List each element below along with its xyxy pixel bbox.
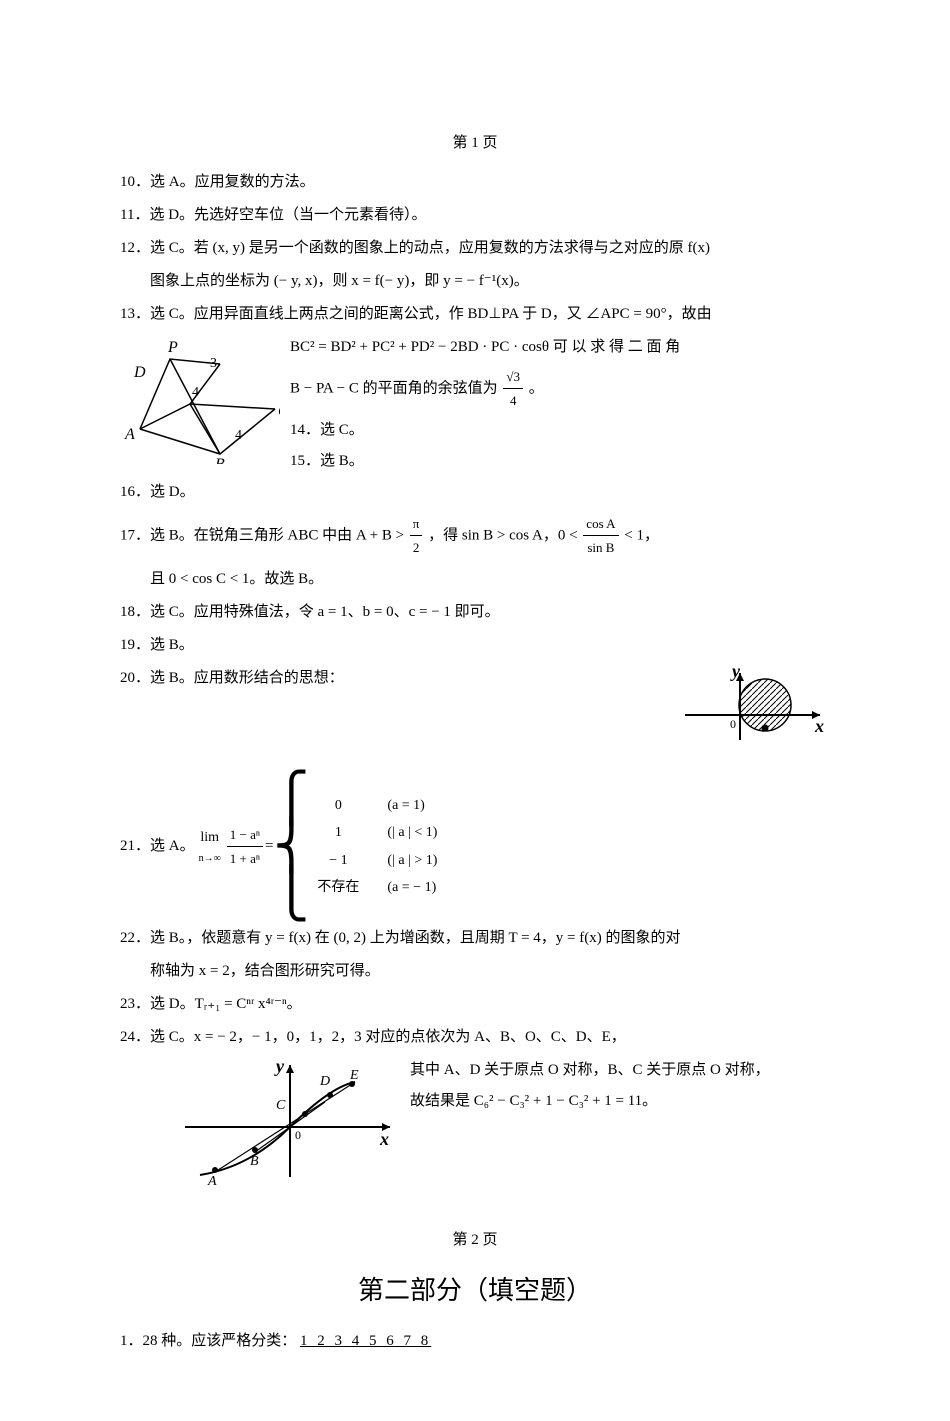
- svg-text:C: C: [278, 403, 280, 420]
- item-18: 18．选 C。应用特殊值法，令 a = 1、b = 0、c = − 1 即可。: [120, 599, 830, 626]
- item-10: 10．选 A。应用复数的方法。: [120, 169, 830, 196]
- item-13-text-b: BC² = BD² + PC² + PD² − 2BD · PC · cosθ …: [290, 334, 830, 361]
- item-22: 22．选 B。，依题意有 y = f(x) 在 (0, 2) 上为增函数，且周期…: [120, 925, 830, 952]
- case-cond: (| a | < 1): [387, 820, 467, 845]
- part2-item-1-seq: 1 2 3 4 5 6 7 8: [300, 1333, 431, 1349]
- svg-text:B: B: [250, 1154, 259, 1169]
- item-12-text-a: 12．选 C。若 (x, y) 是另一个函数的图象上的动点，应用复数的方法求得与…: [120, 240, 710, 256]
- svg-text:0: 0: [730, 717, 736, 731]
- item-23: 23．选 D。Tᵣ₊₁ = Cⁿʳ x⁴ʳ⁻ⁿ。: [120, 991, 830, 1018]
- page-marker-2: 第 2 页: [120, 1227, 830, 1254]
- cases-column: 0 (a = 1) 1 (| a | < 1) − 1 (| a | > 1) 不存在…: [313, 792, 467, 901]
- item-12: 12．选 C。若 (x, y) 是另一个函数的图象上的动点，应用复数的方法求得与…: [120, 235, 830, 262]
- frac-den: sin B: [583, 536, 618, 559]
- eq-sign: =: [265, 833, 273, 860]
- part2-item-1: 1．28 种。应该严格分类： 1 2 3 4 5 6 7 8: [120, 1328, 830, 1355]
- item-22-cont: 称轴为 x = 2，结合图形研究可得。: [120, 958, 830, 985]
- case-val: 不存在: [313, 875, 363, 900]
- item-16: 16．选 D。: [120, 479, 830, 506]
- figure-q13: P D A B C 3 4 4: [120, 334, 280, 474]
- item-24: 24．选 C。x = − 2，− 1，0，1，2，3 对应的点依次为 A、B、O…: [120, 1024, 830, 1051]
- item-11: 11．选 D。先选好空车位（当一个元素看待）。: [120, 202, 830, 229]
- lim-text: lim: [199, 825, 221, 850]
- case-cond: (a = − 1): [387, 875, 467, 900]
- frac-num: 1 − aⁿ: [227, 823, 263, 847]
- lim-sub: n→∞: [199, 850, 221, 868]
- svg-text:x: x: [814, 716, 824, 736]
- frac-num: √3: [503, 365, 523, 389]
- svg-text:C: C: [276, 1098, 286, 1113]
- item-21: 21．选 A。 lim n→∞ 1 − aⁿ 1 + aⁿ = ⎧⎨⎩ 0 (a …: [120, 775, 830, 919]
- svg-text:A: A: [124, 426, 135, 443]
- svg-text:y: y: [274, 1057, 285, 1076]
- case-val: − 1: [313, 848, 363, 873]
- item-17: 17．选 B。在锐角三角形 ABC 中由 A + B > π 2 ，得 sin …: [120, 512, 830, 560]
- frac-num: cos A: [583, 512, 618, 536]
- item-21-prefix: 21．选 A。: [120, 833, 195, 860]
- svg-text:D: D: [133, 364, 146, 381]
- item-14: 14．选 C。: [290, 417, 830, 444]
- left-brace-icon: ⎧⎨⎩: [273, 775, 309, 919]
- item-20: 20．选 B。应用数形结合的思想：: [120, 665, 830, 692]
- item-17-cont: 且 0 < cos C < 1。故选 B。: [120, 566, 830, 593]
- item-17-text-end: < 1，: [624, 527, 659, 543]
- svg-text:x: x: [379, 1129, 389, 1149]
- svg-text:0: 0: [295, 1128, 301, 1142]
- item-20-block: y x 0 20．选 B。应用数形结合的思想：: [120, 665, 830, 765]
- case-val: 0: [313, 793, 363, 818]
- part2-title: 第二部分（填空题）: [120, 1268, 830, 1315]
- frac-den: 2: [410, 536, 423, 559]
- item-13-text-c: B − PA − C 的平面角的余弦值为 √3 4 。: [290, 365, 830, 413]
- part2-item-1-text: 1．28 种。应该严格分类：: [120, 1333, 296, 1349]
- figure-q24: A B C D E 0 y x: [180, 1057, 400, 1197]
- svg-text:4: 4: [192, 385, 199, 400]
- item-13-figure-block: P D A B C 3 4 4 BC² = BD² + PC² + PD² − …: [120, 334, 830, 479]
- svg-text:B: B: [215, 456, 225, 464]
- frac-den: 1 + aⁿ: [227, 847, 263, 870]
- item-15: 15．选 B。: [290, 448, 830, 475]
- svg-text:E: E: [349, 1068, 359, 1083]
- svg-text:P: P: [167, 339, 178, 356]
- svg-text:3: 3: [210, 356, 217, 371]
- frac-den: 4: [503, 389, 523, 412]
- item-13: 13．选 C。应用异面直线上两点之间的距离公式，作 BD⊥PA 于 D，又 ∠A…: [120, 301, 830, 328]
- item-17-text-mid: ，得 sin B > cos A，0 <: [428, 527, 581, 543]
- case-val: 1: [313, 820, 363, 845]
- item-24-text-c: 故结果是 C₆² − C₃² + 1 − C₃² + 1 = 11。: [410, 1088, 830, 1115]
- item-19: 19．选 B。: [120, 632, 830, 659]
- item-17-text-a: 17．选 B。在锐角三角形 ABC 中由 A + B >: [120, 527, 408, 543]
- item-12-cont: 图象上点的坐标为 (− y, x)，则 x = f(− y)，即 y = − f…: [120, 268, 830, 295]
- case-cond: (a = 1): [387, 793, 467, 818]
- item-24-figure-block: A B C D E 0 y x 其中 A、D 关于原点 O 对称，B、C 关于原…: [120, 1057, 830, 1197]
- svg-text:A: A: [207, 1174, 217, 1187]
- case-cond: (| a | > 1): [387, 848, 467, 873]
- frac-num: π: [410, 512, 423, 536]
- svg-text:4: 4: [235, 428, 242, 443]
- svg-text:D: D: [319, 1074, 330, 1089]
- item-24-text-b: 其中 A、D 关于原点 O 对称，B、C 关于原点 O 对称，: [410, 1057, 830, 1084]
- page-marker-1: 第 1 页: [120, 130, 830, 157]
